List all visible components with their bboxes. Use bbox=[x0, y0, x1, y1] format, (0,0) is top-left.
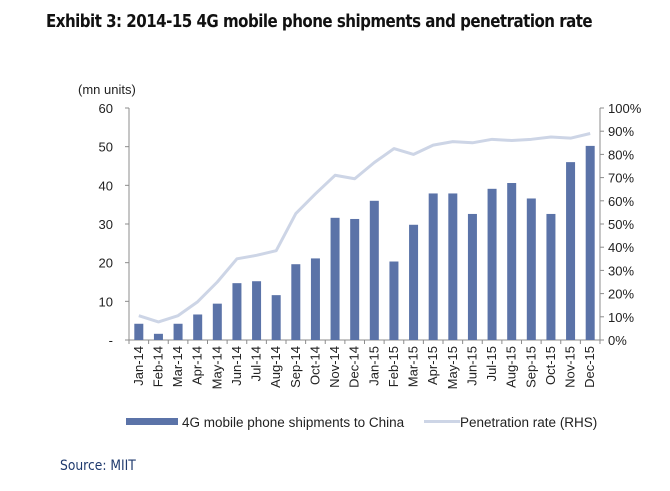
bar bbox=[526, 198, 536, 340]
bar bbox=[232, 283, 242, 340]
right-tick-label: 100% bbox=[608, 101, 642, 116]
x-tick-label: Apr-14 bbox=[190, 346, 205, 385]
x-tick-label: May-14 bbox=[209, 346, 224, 389]
bar bbox=[350, 218, 360, 340]
x-tick-label: Jun-14 bbox=[229, 346, 244, 386]
bar-series bbox=[134, 145, 595, 340]
x-tick-label: Apr-15 bbox=[425, 346, 440, 385]
x-tick-label: Aug-14 bbox=[268, 346, 283, 388]
x-tick-label: Jul-15 bbox=[484, 346, 499, 381]
left-tick-label: - bbox=[109, 333, 113, 348]
bar bbox=[566, 162, 576, 340]
right-tick-label: 0% bbox=[608, 333, 627, 348]
y-axis-label: (mn units) bbox=[78, 82, 136, 97]
x-tick-label: Dec-15 bbox=[582, 346, 597, 388]
bar bbox=[507, 183, 517, 340]
bar bbox=[173, 323, 183, 340]
left-tick-label: 20 bbox=[99, 256, 113, 271]
bar bbox=[409, 224, 419, 340]
bar bbox=[291, 264, 301, 340]
x-tick-label: Mar-14 bbox=[170, 346, 185, 387]
x-tick-label: Aug-15 bbox=[504, 346, 519, 388]
x-axis: Jan-14 Feb-14 Mar-14 Apr-14 May-14 Jun-14 Jul-… bbox=[128, 339, 601, 389]
x-tick-label: Oct-14 bbox=[307, 346, 322, 385]
x-tick-label: Dec-14 bbox=[347, 346, 362, 388]
right-tick-label: 40% bbox=[608, 240, 634, 255]
bar bbox=[369, 200, 379, 340]
x-tick-label: Sep-14 bbox=[288, 346, 303, 388]
x-tick-label: Feb-15 bbox=[386, 346, 401, 387]
right-tick-label: 80% bbox=[608, 147, 634, 162]
bar bbox=[585, 145, 595, 340]
left-tick-label: 40 bbox=[99, 178, 113, 193]
bar bbox=[428, 193, 438, 340]
bar bbox=[271, 295, 281, 340]
bar bbox=[389, 261, 399, 340]
bar bbox=[212, 303, 222, 340]
right-tick-label: 60% bbox=[608, 194, 634, 209]
bar bbox=[153, 333, 163, 340]
right-tick-label: 30% bbox=[608, 263, 634, 278]
left-axis: - 10 20 30 40 50 60 bbox=[99, 101, 130, 348]
chart-title: Exhibit 3: 2014-15 4G mobile phone shipm… bbox=[46, 12, 593, 32]
right-tick-label: 10% bbox=[608, 310, 634, 325]
legend: 4G mobile phone shipments to China Penet… bbox=[126, 415, 597, 430]
bar bbox=[252, 281, 262, 340]
legend-swatch-bars bbox=[126, 418, 178, 425]
x-tick-label: Mar-15 bbox=[406, 346, 421, 387]
right-tick-label: 90% bbox=[608, 124, 634, 139]
bar bbox=[546, 213, 556, 340]
bar bbox=[467, 213, 477, 340]
right-tick-label: 70% bbox=[608, 171, 634, 186]
bar bbox=[448, 193, 458, 340]
bar bbox=[310, 258, 320, 340]
left-tick-label: 10 bbox=[99, 294, 113, 309]
x-tick-label: Nov-14 bbox=[327, 346, 342, 388]
x-tick-label: Oct-15 bbox=[543, 346, 558, 385]
x-tick-label: Jan-15 bbox=[366, 346, 381, 386]
left-tick-label: 50 bbox=[99, 140, 113, 155]
x-tick-label: Sep-15 bbox=[523, 346, 538, 388]
line-series bbox=[138, 132, 591, 324]
bar bbox=[330, 217, 340, 340]
x-tick-label: May-15 bbox=[445, 346, 460, 389]
x-tick-label: Feb-14 bbox=[150, 346, 165, 387]
bar bbox=[193, 314, 203, 340]
x-tick-label: Jul-14 bbox=[249, 346, 264, 381]
penetration-line bbox=[138, 132, 591, 324]
left-tick-label: 60 bbox=[99, 101, 113, 116]
right-tick-label: 20% bbox=[608, 287, 634, 302]
right-axis: 0% 10% 20% 30% 40% 50% 60% 70% 80% 90% 100% bbox=[599, 101, 642, 348]
source-note: Source: MIIT bbox=[60, 458, 136, 474]
legend-label-bars: 4G mobile phone shipments to China bbox=[182, 415, 405, 430]
bar bbox=[487, 188, 497, 340]
x-tick-label: Jun-15 bbox=[464, 346, 479, 386]
x-tick-label: Nov-15 bbox=[563, 346, 578, 388]
bar bbox=[134, 323, 144, 340]
right-tick-label: 50% bbox=[608, 217, 634, 232]
left-tick-label: 30 bbox=[99, 217, 113, 232]
legend-label-line: Penetration rate (RHS) bbox=[460, 415, 597, 430]
x-tick-label: Jan-14 bbox=[131, 346, 146, 386]
